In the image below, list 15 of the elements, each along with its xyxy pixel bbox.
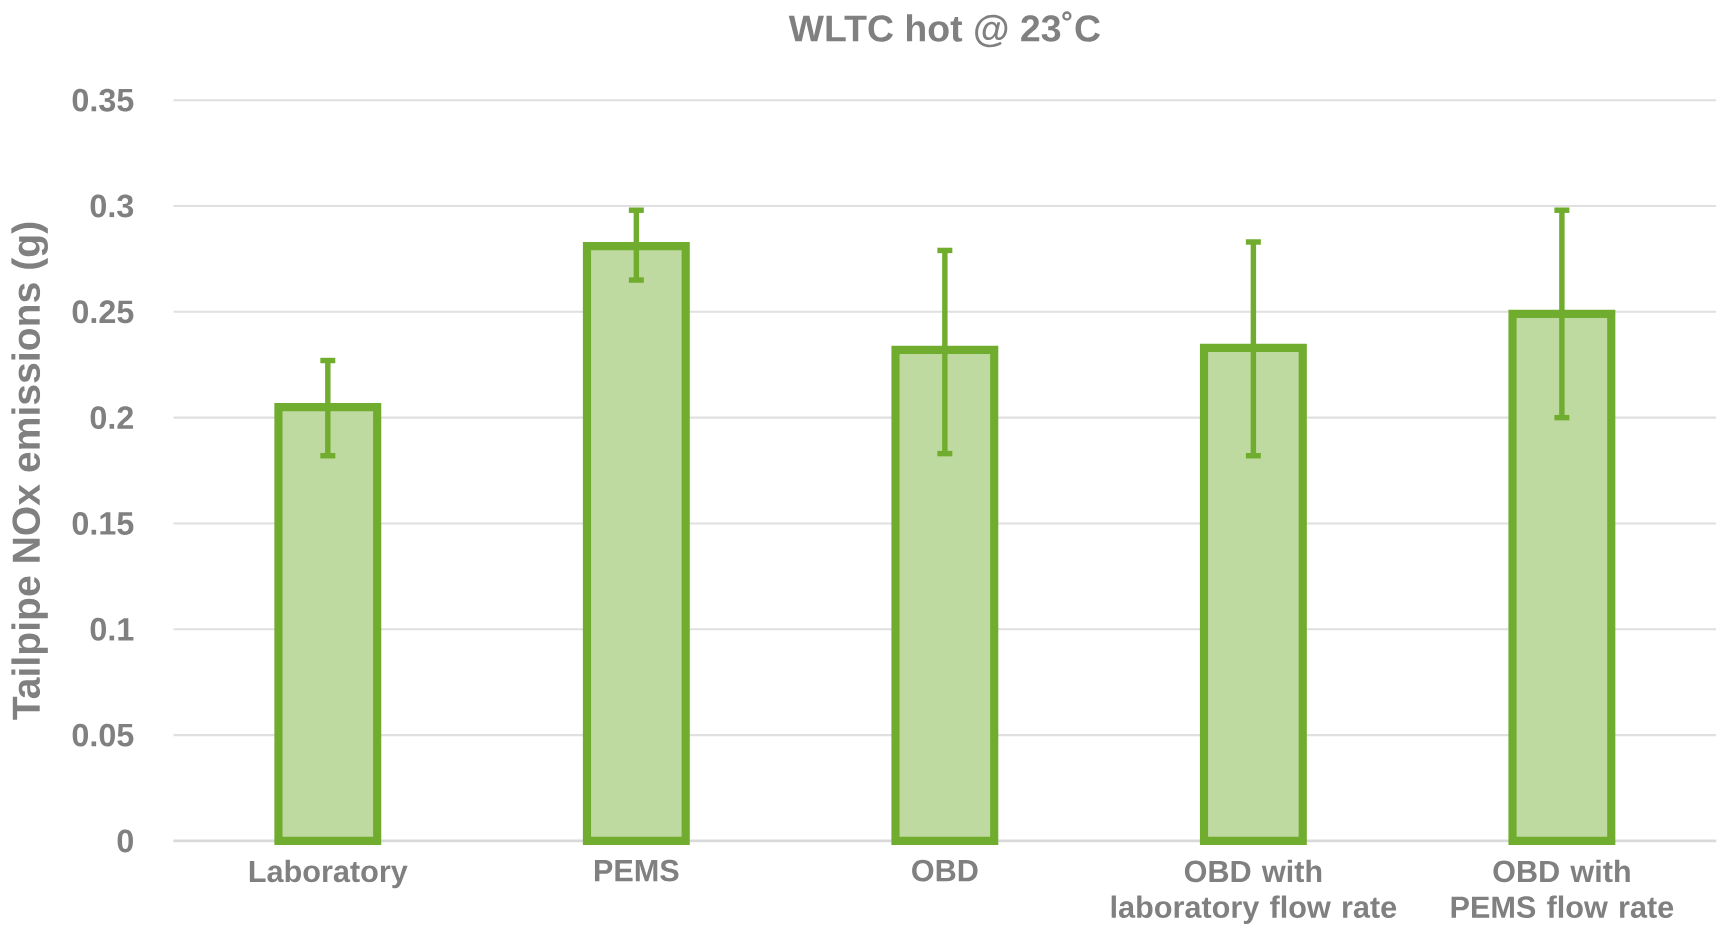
x-tick-label: PEMS (594, 859, 679, 882)
y-tick-label: 0.2 (90, 405, 134, 429)
y-axis-title: Tailpipe NOx emissions (g) (11, 222, 48, 720)
x-tick-label: OBD with laboratory flow rate (1111, 859, 1397, 924)
x-tick-label: OBD (912, 859, 978, 882)
y-tick-label: 0.1 (90, 617, 134, 641)
y-tick-label: 0.25 (72, 300, 134, 324)
x-tick-label: OBD with PEMS flow rate (1451, 859, 1674, 918)
x-tick-label: Laboratory (249, 859, 408, 889)
chart-title: WLTC hot @ 23˚C (788, 11, 1100, 48)
y-tick-label: 0.35 (72, 88, 134, 112)
y-tick-label: 0.15 (72, 511, 134, 535)
y-tick-label: 0 (117, 829, 133, 853)
y-tick-label: 0.3 (90, 194, 134, 218)
y-tick-label: 0.05 (72, 723, 134, 747)
